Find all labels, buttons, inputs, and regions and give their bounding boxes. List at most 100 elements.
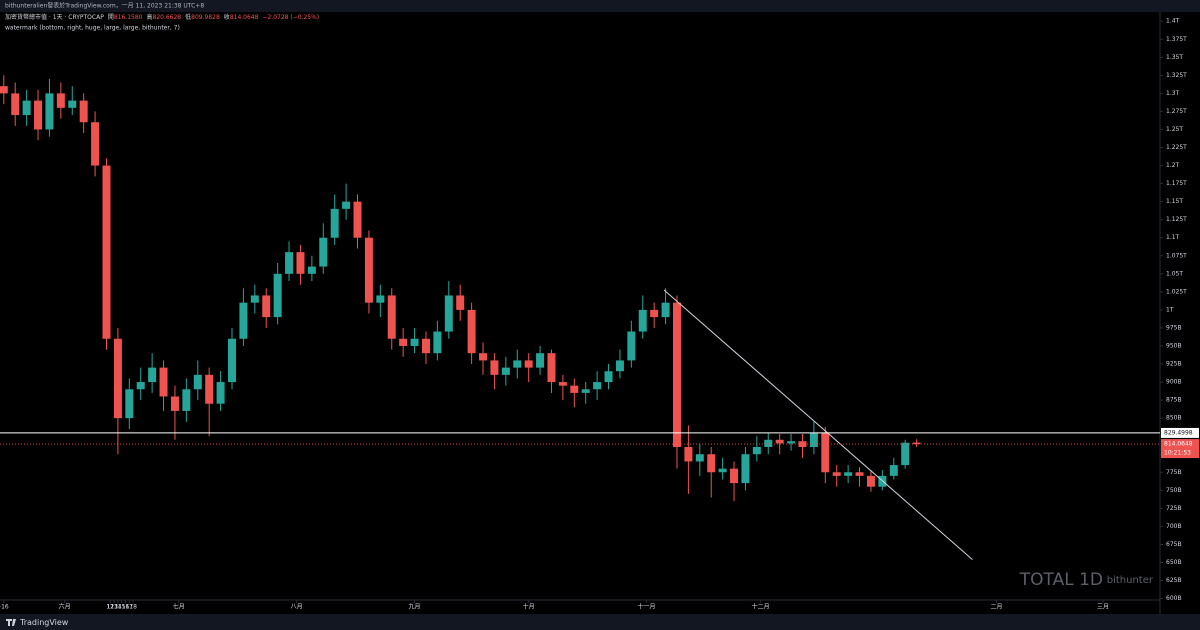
candle-body — [467, 309, 476, 354]
candle-body — [558, 382, 567, 386]
x-tick-label: 六月 — [59, 603, 71, 611]
candle-body — [752, 447, 761, 455]
candle-body — [410, 338, 419, 346]
x-tick-label: 二月 — [990, 604, 1002, 611]
candle-body — [353, 201, 362, 238]
y-tick-label: 1.025T — [1166, 288, 1187, 295]
y-tick-label: 650B — [1166, 559, 1182, 566]
candle-body — [159, 367, 168, 397]
y-tick-label: 1.375T — [1166, 36, 1187, 43]
candle-body — [125, 389, 134, 419]
watermark-author: bithunter — [1107, 575, 1154, 586]
candle-body — [330, 208, 339, 238]
candle-body — [319, 237, 328, 267]
x-tick-label: 12 — [106, 604, 114, 611]
candle-body — [193, 374, 202, 390]
candle-body — [239, 302, 248, 339]
candle-body — [536, 353, 545, 368]
indicator-legend: watermark (bottom, right, huge, large, l… — [5, 25, 180, 32]
candle-body — [79, 100, 88, 123]
y-tick-label: 750B — [1166, 487, 1182, 494]
candle-body — [821, 432, 830, 473]
candle-body — [182, 389, 191, 411]
candle-body — [399, 338, 408, 346]
y-tick-label: 1.25T — [1166, 126, 1183, 133]
y-tick-label: 1.175T — [1166, 180, 1187, 187]
candle-body — [593, 382, 602, 390]
last-price-box — [1161, 439, 1199, 459]
x-tick-label: 九月 — [409, 603, 421, 611]
candle-body — [479, 353, 488, 361]
x-tick-label: 三月 — [1097, 604, 1109, 611]
y-tick-label: 1.225T — [1166, 144, 1187, 151]
candle-body — [650, 309, 659, 318]
ohlc-key: 開 — [108, 14, 114, 21]
ohlc-value: 816.1580 — [114, 14, 143, 21]
brand-logo — [6, 619, 16, 626]
y-tick-label: 775B — [1166, 469, 1182, 476]
candle-body — [661, 302, 670, 318]
y-tick-label: 1.1T — [1166, 234, 1180, 241]
y-tick-label: 1.4T — [1166, 18, 1180, 25]
candle-body — [45, 93, 54, 130]
x-tick-label: 八月 — [291, 604, 303, 611]
candle-body — [250, 295, 259, 303]
y-tick-label: 1.075T — [1166, 252, 1187, 259]
y-tick-label: 1.325T — [1166, 72, 1187, 79]
candle-body — [672, 302, 681, 448]
candle-body — [296, 252, 305, 274]
candle-body — [148, 367, 157, 383]
published-note: bithunteralien發表於TradingView.com，一月 11, … — [5, 2, 204, 10]
y-tick-label: 950B — [1166, 342, 1182, 349]
candle-body — [570, 385, 579, 393]
x-tick-label: 13 — [110, 604, 118, 611]
candle-body — [695, 454, 704, 462]
candle-body — [764, 439, 773, 448]
candle-body — [501, 367, 510, 375]
y-tick-label: 1.275T — [1166, 108, 1187, 115]
y-tick-label: 850B — [1166, 415, 1182, 422]
symbol-legend: 加密貨幣總市值 · 1天 · CRYPTOCAP 開816.1580 高820.66… — [5, 13, 319, 21]
candle-body — [866, 475, 875, 487]
candle-body — [216, 382, 225, 404]
ohlc-value: 814.0648 — [230, 14, 259, 21]
candle-body — [604, 371, 613, 383]
candle-body — [456, 295, 465, 310]
ohlc-value: 820.6628 — [153, 14, 182, 21]
x-tick-label: 12 — [106, 604, 114, 611]
x-tick-label: 十二月 — [752, 603, 770, 611]
candle-body — [718, 468, 727, 473]
candle-body — [0, 86, 8, 94]
candle-body — [844, 472, 853, 476]
ohlc-value: 809.9828 — [191, 14, 220, 21]
trend-line — [663, 289, 973, 560]
candle-body — [798, 441, 807, 448]
y-tick-label: 1.3T — [1166, 90, 1180, 97]
ohlc-key: 高 — [146, 13, 152, 21]
symbol: 加密貨幣總市值 · 1天 · CRYPTOCAP — [5, 13, 104, 21]
watermark-title: TOTAL 1D — [1019, 570, 1103, 590]
candle-body — [136, 382, 145, 390]
y-tick-label: 600B — [1166, 595, 1182, 602]
candle-body — [901, 442, 910, 466]
candle-body — [113, 338, 122, 419]
candle-body — [627, 331, 636, 361]
candle-body — [775, 439, 784, 444]
x-tick-label: 14 — [114, 604, 122, 611]
candle-body — [11, 93, 20, 116]
candle-body — [615, 360, 624, 372]
candle-body — [730, 468, 739, 484]
candle-body — [513, 360, 522, 368]
ohlc-key: 收 — [224, 13, 230, 21]
change: −2.0728 (−0.25%) — [262, 14, 319, 21]
candle-body — [547, 353, 556, 383]
hline-label: 829.4998 — [1164, 429, 1193, 436]
y-tick-label: 1.05T — [1166, 270, 1183, 277]
y-tick-label: 1T — [1166, 306, 1174, 313]
candle-body — [684, 447, 693, 462]
y-tick-label: 900B — [1166, 379, 1182, 386]
y-tick-label: 1.35T — [1166, 54, 1183, 61]
